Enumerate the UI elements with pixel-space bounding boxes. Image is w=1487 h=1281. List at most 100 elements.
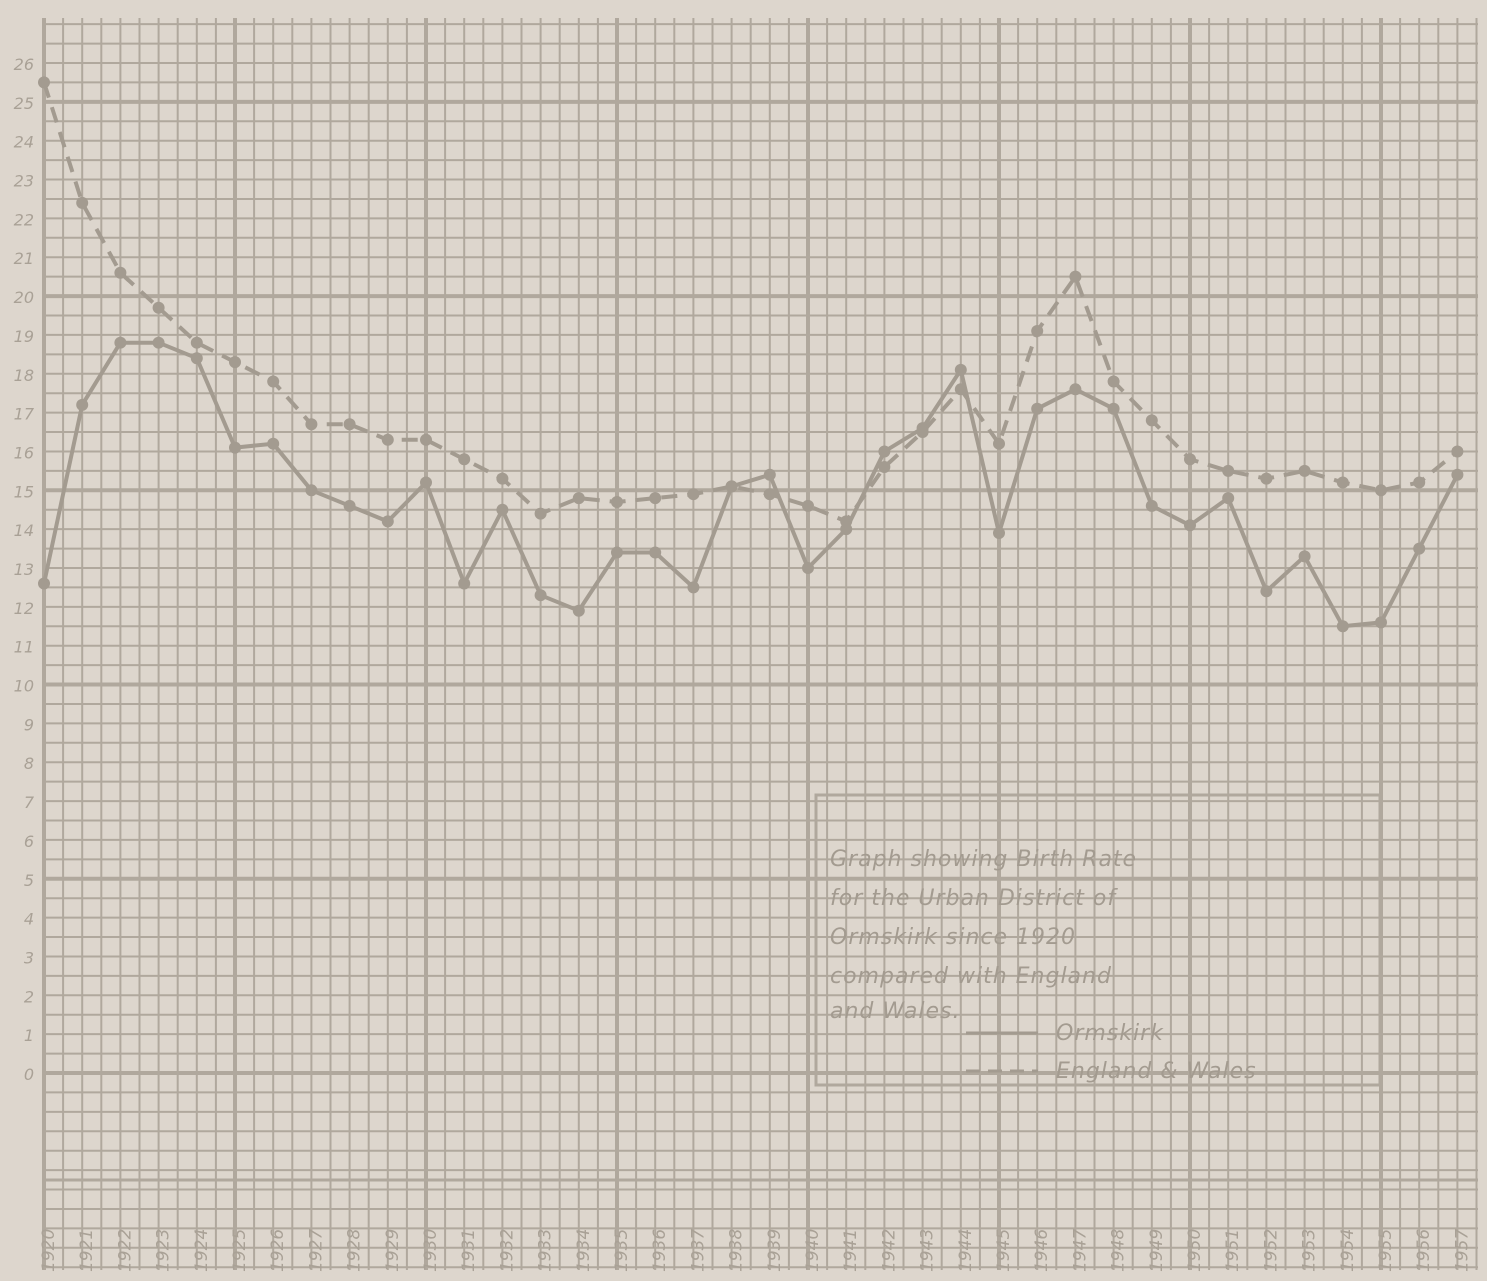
x-tick-label: 1950 [1185,1229,1205,1272]
y-axis-labels: 0123456789101112131415161718192021222324… [14,55,35,1084]
data-point-england-wales [458,453,471,466]
data-point-ormskirk [267,437,280,450]
data-point-england-wales [878,461,891,473]
data-point-ormskirk [190,352,203,365]
y-tick-label: 20 [14,288,34,307]
y-tick-label: 1 [24,1026,34,1045]
x-tick-label: 1920 [39,1229,59,1272]
x-tick-label: 1948 [1109,1229,1129,1272]
data-point-england-wales [152,301,165,314]
data-point-ormskirk [1375,616,1387,629]
x-tick-label: 1938 [727,1229,747,1272]
title-box-frame [814,793,1382,1087]
y-tick-label: 23 [14,172,34,191]
data-point-england-wales [840,515,853,528]
x-tick-label: 1934 [574,1229,594,1272]
y-tick-label: 19 [14,327,34,346]
x-tick-label: 1924 [192,1229,212,1272]
x-tick-label: 1928 [345,1229,365,1272]
data-point-england-wales [1069,270,1082,283]
x-tick-label: 1952 [1261,1229,1281,1272]
data-point-ormskirk [878,445,891,458]
data-point-england-wales [1031,325,1044,338]
x-tick-label: 1949 [1147,1229,1167,1272]
x-tick-label: 1929 [383,1229,403,1272]
y-tick-label: 16 [14,443,34,462]
y-tick-label: 9 [24,715,34,734]
data-point-england-wales [305,418,318,431]
x-tick-label: 1930 [421,1229,441,1272]
data-point-england-wales [649,492,662,505]
data-point-england-wales [611,495,623,508]
data-point-ormskirk [993,527,1005,540]
data-point-ormskirk [1031,402,1044,415]
y-tick-label: 12 [14,599,34,618]
data-point-england-wales [993,437,1005,450]
data-point-england-wales [534,507,547,520]
y-tick-label: 18 [14,366,34,385]
y-tick-label: 11 [14,638,34,657]
data-point-england-wales [763,488,776,501]
x-tick-label: 1931 [459,1229,479,1272]
x-tick-label: 1957 [1452,1229,1472,1272]
data-point-ormskirk [152,336,165,349]
title-line-2: for the Urban District of [830,886,1118,911]
y-tick-label: 3 [24,948,34,967]
y-tick-label: 13 [14,560,34,579]
x-tick-label: 1936 [650,1229,670,1272]
data-point-ormskirk [1184,519,1196,532]
data-point-ormskirk [687,581,700,594]
data-point-ormskirk [458,577,471,590]
data-point-england-wales [343,418,356,431]
data-point-england-wales [1375,484,1387,497]
x-tick-label: 1954 [1338,1229,1358,1272]
y-tick-label: 17 [14,405,35,424]
x-tick-label: 1945 [994,1229,1014,1272]
y-tick-label: 21 [14,249,34,268]
data-point-ormskirk [763,468,776,481]
y-tick-label: 2 [24,987,34,1006]
y-tick-label: 6 [24,832,34,851]
data-point-england-wales [572,492,585,505]
y-tick-label: 22 [14,210,34,229]
series-line-england-wales [42,81,1459,524]
x-tick-label: 1944 [956,1229,976,1272]
y-tick-label: 8 [24,754,34,773]
x-tick-label: 1947 [1070,1229,1090,1272]
y-tick-label: 7 [24,793,35,812]
data-point-ormskirk [649,546,662,559]
legend-label-england-wales: England & Wales [1056,1059,1257,1084]
x-tick-label: 1925 [230,1229,250,1272]
title-line-4: compared with England [830,964,1112,989]
data-point-england-wales [1336,476,1349,489]
data-point-ormskirk [305,484,318,497]
data-point-ormskirk [1069,383,1082,396]
data-point-england-wales [802,499,814,512]
data-point-ormskirk [1145,499,1158,512]
data-point-england-wales [916,426,929,439]
data-point-england-wales [76,196,89,209]
y-tick-label: 26 [14,55,34,74]
x-tick-label: 1922 [115,1229,135,1272]
data-point-england-wales [267,375,280,388]
data-point-england-wales [114,266,127,279]
data-point-england-wales [1260,472,1273,485]
y-tick-label: 14 [14,521,34,540]
data-point-ormskirk [1336,620,1349,633]
data-point-england-wales [954,383,967,396]
legend-label-ormskirk: Ormskirk [1056,1021,1164,1046]
data-point-england-wales [1145,414,1158,427]
title-line-5: and Wales. [830,999,961,1024]
data-point-england-wales [1298,464,1311,477]
x-tick-label: 1953 [1300,1229,1320,1272]
data-point-england-wales [38,76,50,89]
data-point-england-wales [496,472,509,485]
x-tick-label: 1927 [306,1229,326,1272]
title-line-1: Graph showing Birth Rate [830,847,1137,872]
series-line-ormskirk [42,340,1460,629]
data-point-ormskirk [534,589,547,602]
y-tick-label: 4 [24,910,34,929]
x-tick-label: 1923 [154,1229,174,1272]
data-point-ormskirk [420,476,432,489]
